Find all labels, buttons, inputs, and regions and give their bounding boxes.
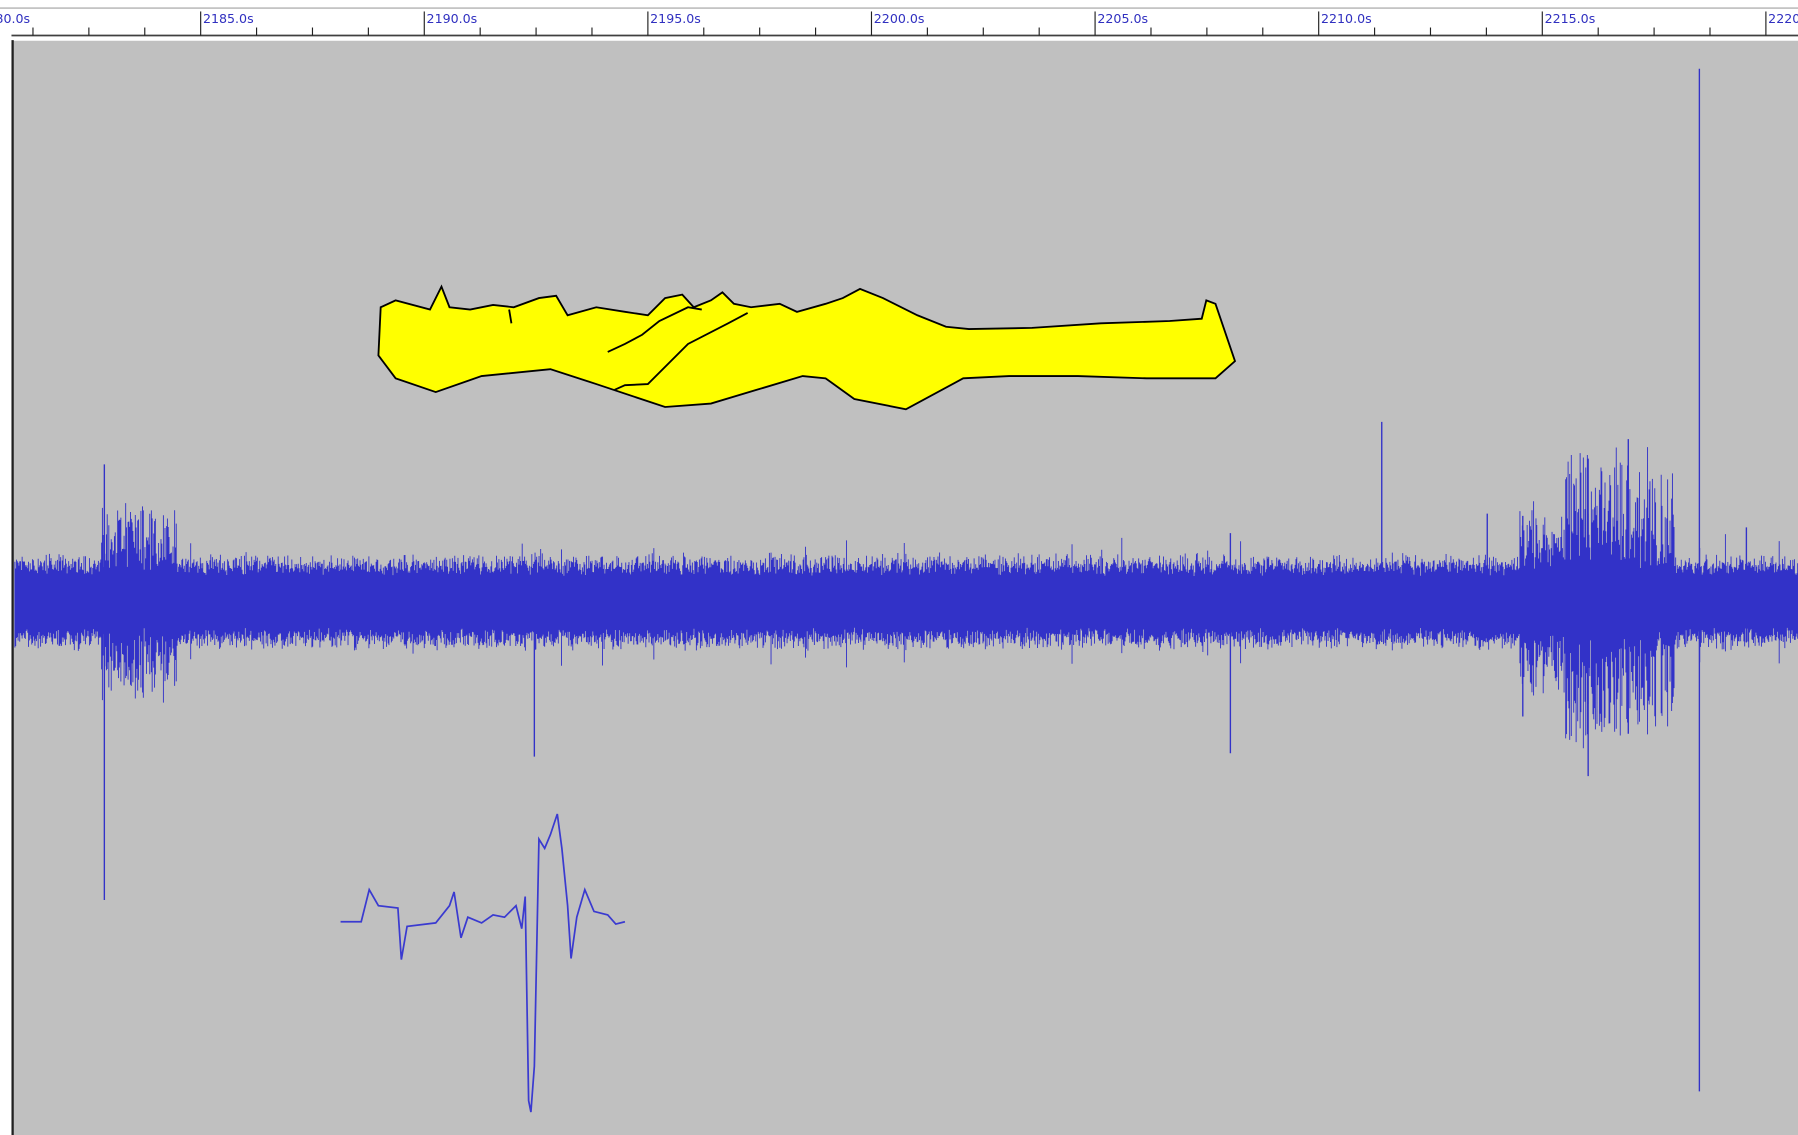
audio-editor: 2180.0s 2185.0s 2190.0s 2195.0s 2200.0s 2205.… <box>0 0 1798 1135</box>
page: {"ruler": {"labels": ["2180.0s", "2185.0… <box>0 0 1798 1135</box>
time-label: 2215.0s <box>1545 11 1596 26</box>
time-label: 2190.0s <box>427 11 478 26</box>
time-label: 2200.0s <box>874 11 925 26</box>
time-label: 2180.0s <box>0 11 30 26</box>
time-label: 2220.0s <box>1768 11 1798 26</box>
time-label: 2210.0s <box>1321 11 1372 26</box>
time-ruler[interactable]: 2180.0s 2185.0s 2190.0s 2195.0s 2200.0s 2205.… <box>0 8 1798 38</box>
time-label: 2185.0s <box>203 11 254 26</box>
time-label: 2205.0s <box>1097 11 1148 26</box>
time-label: 2195.0s <box>650 11 701 26</box>
